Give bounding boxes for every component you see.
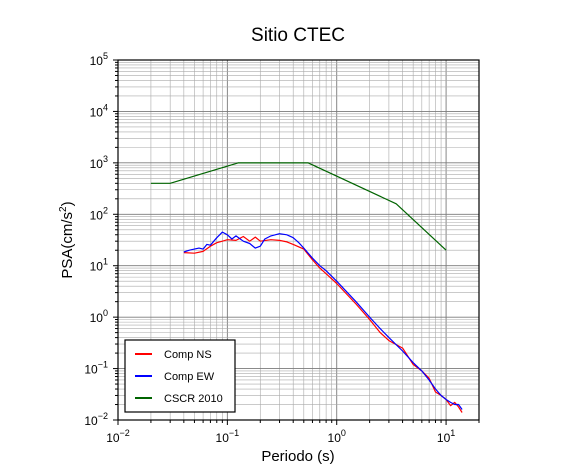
y-tick-label: 10−2 (84, 411, 108, 428)
tick-label-exponent: 1 (450, 428, 455, 438)
tick-label-exponent: 0 (341, 428, 346, 438)
tick-label-base: 10 (90, 311, 104, 325)
tick-label-base: 10 (437, 431, 451, 445)
y-tick-label: 10−1 (84, 360, 108, 377)
y-tick-label: 101 (90, 257, 108, 274)
tick-label-exponent: −1 (229, 428, 239, 438)
y-axis-label-base: PSA(cm/s (59, 212, 76, 279)
x-axis-label: Periodo (s) (261, 448, 334, 465)
tick-label-exponent: 0 (103, 308, 108, 318)
tick-label-base: 10 (106, 431, 120, 445)
y-axis-label: PSA(cm/s2) (58, 201, 76, 278)
legend-label: Comp EW (164, 371, 215, 383)
y-tick-label: 103 (90, 154, 108, 171)
tick-label-base: 10 (90, 260, 104, 274)
tick-label-base: 10 (90, 208, 104, 222)
legend-label: CSCR 2010 (164, 393, 223, 405)
x-tick-label: 10−1 (216, 428, 240, 445)
series-line-comp-ew (183, 231, 463, 410)
tick-label-exponent: −1 (98, 360, 108, 370)
y-tick-label: 102 (90, 205, 108, 222)
y-tick-label: 105 (90, 51, 108, 68)
tick-label-base: 10 (90, 54, 104, 68)
tick-label-base: 10 (90, 105, 104, 119)
x-tick-label: 101 (437, 428, 455, 445)
y-axis-label-sup: 2 (58, 206, 69, 212)
series-line-cscr-2010 (150, 162, 447, 251)
tick-label-base: 10 (328, 431, 342, 445)
tick-label-base: 10 (84, 363, 98, 377)
tick-label-base: 10 (84, 414, 98, 428)
tick-label-base: 10 (90, 157, 104, 171)
tick-label-exponent: 1 (103, 257, 108, 267)
tick-label-exponent: −2 (98, 411, 108, 421)
y-tick-label: 104 (90, 102, 108, 119)
legend: Comp NS Comp EW CSCR 2010 (124, 339, 236, 413)
x-tick-label: 10−2 (106, 428, 130, 445)
data-series (150, 162, 463, 413)
tick-label-exponent: 3 (103, 154, 108, 164)
tick-label-exponent: 5 (103, 51, 108, 61)
tick-label-exponent: −2 (120, 428, 130, 438)
legend-label: Comp NS (164, 349, 212, 361)
tick-label-exponent: 2 (103, 205, 108, 215)
y-axis-label-tail: ) (59, 201, 76, 206)
series-line-comp-ns (183, 235, 463, 413)
x-tick-label: 100 (328, 428, 346, 445)
tick-label-base: 10 (216, 431, 230, 445)
tick-label-exponent: 4 (103, 102, 108, 112)
plot-area-frame (117, 59, 480, 421)
chart-title: Sitio CTEC (251, 25, 345, 46)
y-tick-label: 100 (90, 308, 108, 325)
